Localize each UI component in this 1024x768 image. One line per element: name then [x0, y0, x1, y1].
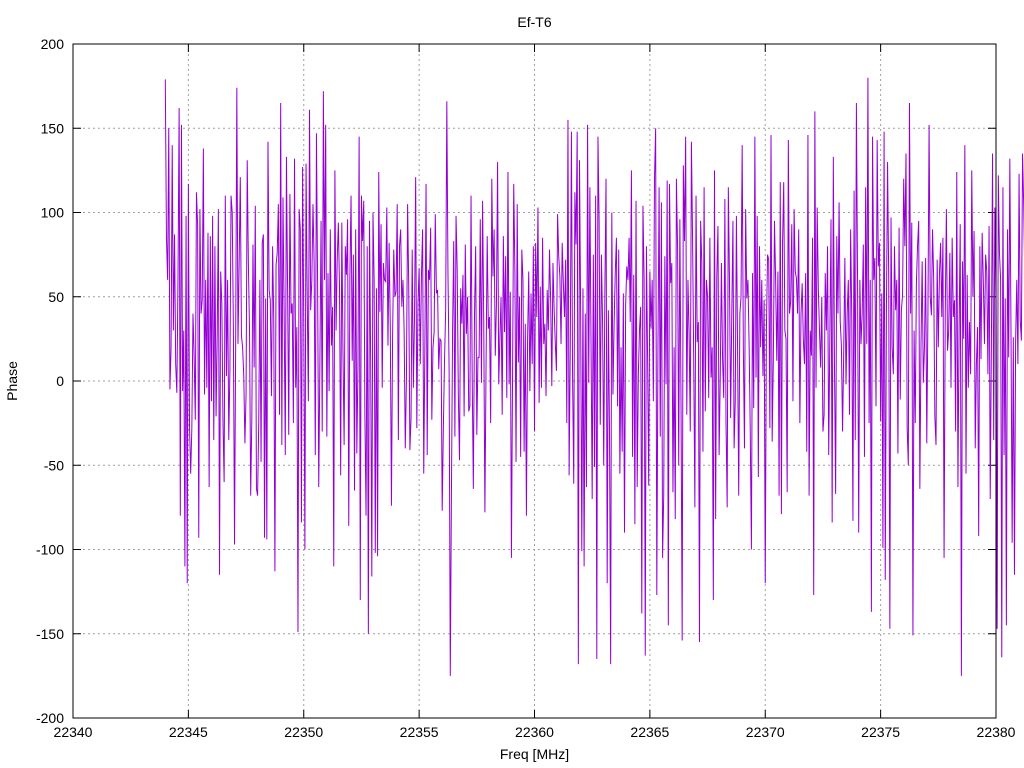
chart-title: Ef-T6 [517, 14, 551, 30]
x-tick-label: 22360 [515, 724, 554, 740]
x-axis-label: Freq [MHz] [500, 746, 569, 762]
y-tick-label: -50 [44, 457, 64, 473]
y-tick-label: 150 [41, 120, 65, 136]
x-tick-label: 22365 [630, 724, 669, 740]
tick-labels: 22340 22345 22350 22355 22360 22365 22370 22375… [36, 36, 1016, 740]
x-tick-label: 22375 [861, 724, 900, 740]
y-tick-label: -150 [36, 626, 64, 642]
y-tick-label: 0 [56, 373, 64, 389]
x-tick-label: 22380 [977, 724, 1016, 740]
y-tick-label: 200 [41, 36, 65, 52]
x-tick-label: 22370 [746, 724, 785, 740]
plot-frame [72, 43, 997, 719]
phase-series-line [164, 77, 1024, 676]
x-tick-label: 22345 [169, 724, 208, 740]
y-axis-label: Phase [4, 361, 20, 401]
y-tick-label: 50 [48, 289, 64, 305]
y-tick-label: 100 [41, 205, 65, 221]
y-tick-label: -200 [36, 710, 64, 726]
x-tick-label: 22355 [400, 724, 439, 740]
y-tick-label: -100 [36, 542, 64, 558]
x-tick-label: 22350 [284, 724, 323, 740]
series-line [164, 77, 1024, 676]
x-tick-label: 22340 [54, 724, 93, 740]
